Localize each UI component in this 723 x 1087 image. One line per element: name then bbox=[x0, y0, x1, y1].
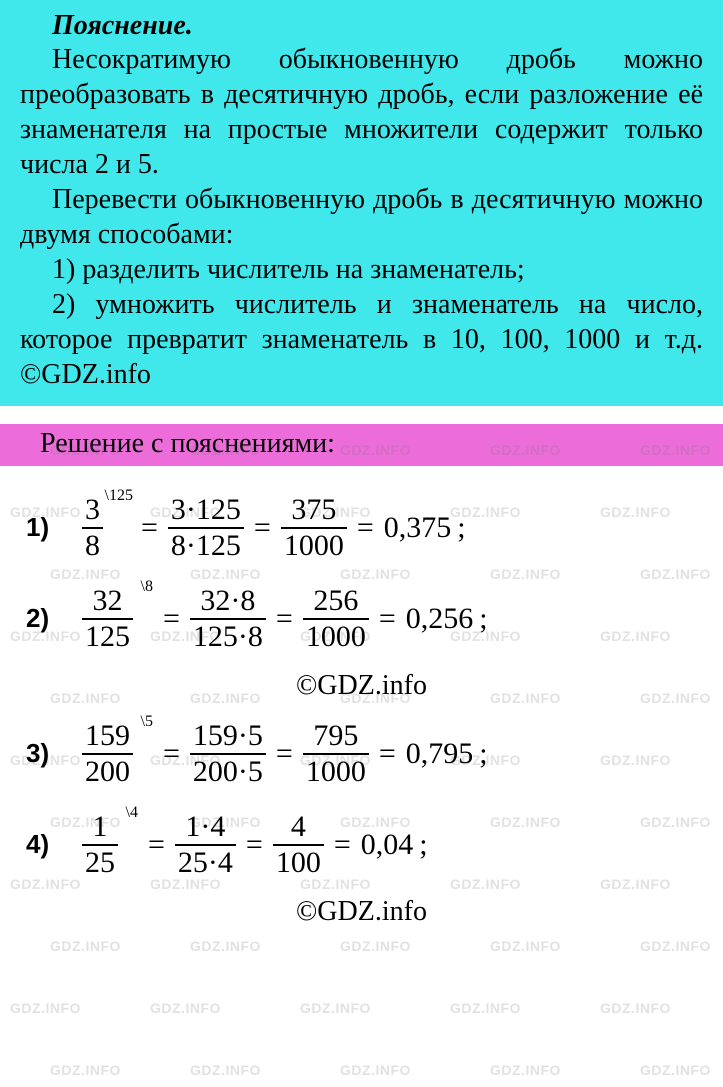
equation-label: 4) bbox=[26, 829, 82, 860]
fraction: 3·125 8·125 bbox=[168, 494, 244, 561]
equals-sign: = bbox=[159, 737, 184, 771]
fraction: 256 1000 bbox=[303, 585, 369, 652]
equals-sign: = bbox=[272, 737, 297, 771]
explanation-item-1: 1) разделить числитель на знаме­натель; bbox=[20, 252, 703, 287]
equals-sign: = bbox=[159, 602, 184, 636]
equals-sign: = bbox=[330, 828, 355, 862]
solution-header: Решение с пояснениями: bbox=[0, 424, 723, 466]
fraction: 1 25 \4 bbox=[82, 811, 118, 878]
equals-sign: = bbox=[272, 602, 297, 636]
fraction: 159 200 \5 bbox=[82, 720, 133, 787]
tail: ; bbox=[479, 737, 487, 771]
fraction: 375 1000 bbox=[281, 494, 347, 561]
explanation-para-2: Перевести обыкновенную дробь в десятичну… bbox=[20, 182, 703, 252]
copyright-bottom: ©GDZ.info bbox=[26, 896, 697, 928]
solution-area: 1) 3 8 \125 = 3·125 8·125 = 375 1000 = bbox=[0, 466, 723, 928]
fraction: 159·5 200·5 bbox=[190, 720, 266, 787]
equals-sign: = bbox=[242, 828, 267, 862]
fraction: 4 100 bbox=[273, 811, 324, 878]
equation-body: 3 8 \125 = 3·125 8·125 = 375 1000 = 0,37… bbox=[82, 494, 466, 561]
explanation-para-1: Несократимую обыкновенную дробь можно пр… bbox=[20, 42, 703, 182]
equation-row: 4) 1 25 \4 = 1·4 25·4 = 4 100 = 0,04 bbox=[26, 811, 697, 878]
equation-row: 1) 3 8 \125 = 3·125 8·125 = 375 1000 = bbox=[26, 494, 697, 561]
multiplier-superscript: \125 bbox=[105, 488, 133, 505]
equation-label: 2) bbox=[26, 603, 82, 634]
fraction: 795 1000 bbox=[303, 720, 369, 787]
equation-label: 3) bbox=[26, 738, 82, 769]
equation-body: 1 25 \4 = 1·4 25·4 = 4 100 = 0,04 ; bbox=[82, 811, 428, 878]
explanation-box: Пояснение. Несократимую обыкновенную дро… bbox=[0, 0, 723, 406]
equals-sign: = bbox=[144, 828, 169, 862]
copyright-mid: ©GDZ.info bbox=[26, 670, 697, 702]
equals-sign: = bbox=[137, 511, 162, 545]
multiplier-superscript: \5 bbox=[141, 714, 153, 731]
equation-body: 32 125 \8 = 32·8 125·8 = 256 1000 = 0,25… bbox=[82, 585, 488, 652]
decimal-result: 0,04 bbox=[361, 828, 414, 862]
equals-sign: = bbox=[353, 511, 378, 545]
tail: ; bbox=[457, 511, 465, 545]
equals-sign: = bbox=[375, 737, 400, 771]
decimal-result: 0,256 bbox=[406, 602, 474, 636]
multiplier-superscript: \4 bbox=[126, 805, 138, 822]
decimal-result: 0,375 bbox=[384, 511, 452, 545]
explanation-title: Пояснение. bbox=[52, 10, 703, 42]
equation-row: 3) 159 200 \5 = 159·5 200·5 = 795 1000 = bbox=[26, 720, 697, 787]
tail: ; bbox=[479, 602, 487, 636]
fraction: 32·8 125·8 bbox=[190, 585, 266, 652]
tail: ; bbox=[419, 828, 427, 862]
equation-row: 2) 32 125 \8 = 32·8 125·8 = 256 1000 = bbox=[26, 585, 697, 652]
equals-sign: = bbox=[375, 602, 400, 636]
fraction: 1·4 25·4 bbox=[175, 811, 236, 878]
equation-label: 1) bbox=[26, 512, 82, 543]
decimal-result: 0,795 bbox=[406, 737, 474, 771]
fraction: 32 125 \8 bbox=[82, 585, 133, 652]
fraction: 3 8 \125 bbox=[82, 494, 103, 561]
equation-body: 159 200 \5 = 159·5 200·5 = 795 1000 = 0,… bbox=[82, 720, 488, 787]
equals-sign: = bbox=[250, 511, 275, 545]
explanation-item-2: 2) умножить числитель и знамена­тель на … bbox=[20, 287, 703, 392]
gap bbox=[0, 406, 723, 424]
multiplier-superscript: \8 bbox=[141, 579, 153, 596]
